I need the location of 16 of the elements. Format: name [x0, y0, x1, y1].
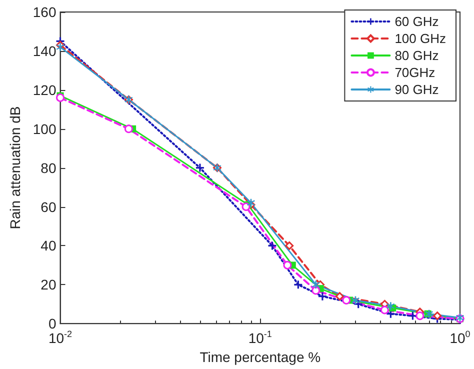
legend-label: 100 GHz — [394, 31, 446, 46]
y-tick-label: 0 — [48, 316, 56, 332]
y-tick-label: 100 — [32, 120, 56, 137]
y-axis-title: Rain attenuation dB — [7, 106, 23, 230]
y-tick-label: 80 — [40, 160, 56, 176]
y-tick-label: 40 — [40, 238, 56, 254]
y-tick-label: 120 — [32, 82, 56, 98]
x-axis-title: Time percentage % — [200, 349, 321, 365]
y-tick-label: 140 — [32, 42, 56, 59]
y-tick-label: 160 — [32, 4, 56, 20]
legend-label: 80 GHz — [394, 48, 439, 63]
y-tick-label: 20 — [40, 276, 56, 293]
legend-label: 90 GHz — [394, 82, 439, 97]
legend-label: 60 GHz — [394, 14, 439, 29]
legend-label: 70GHz — [394, 65, 436, 80]
y-tick-label: 60 — [40, 198, 56, 215]
